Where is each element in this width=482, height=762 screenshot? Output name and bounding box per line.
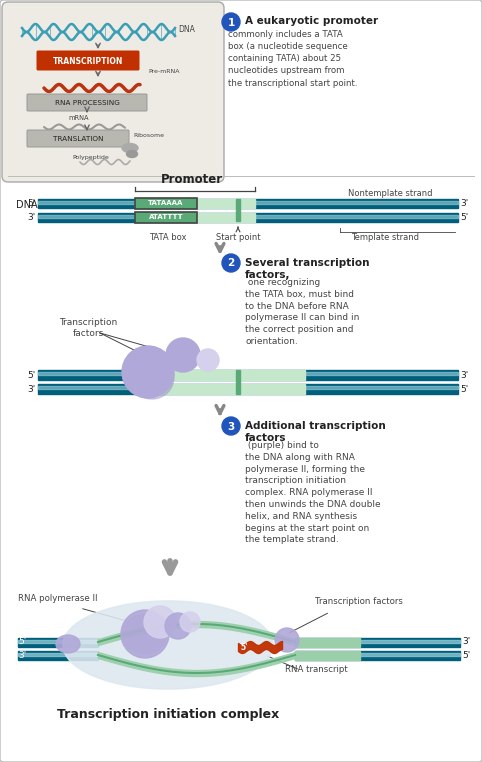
Text: Several transcription
factors,: Several transcription factors, (245, 258, 370, 280)
Circle shape (222, 417, 240, 435)
Text: 5': 5' (460, 213, 468, 223)
Circle shape (275, 628, 299, 652)
Text: 5': 5' (240, 643, 247, 652)
Bar (135, 370, 305, 380)
Text: 1: 1 (228, 18, 235, 27)
Text: TRANSCRIPTION: TRANSCRIPTION (53, 56, 123, 66)
Bar (295, 638, 360, 647)
Circle shape (165, 613, 191, 639)
Text: DNA: DNA (16, 200, 38, 210)
Bar (38, 213, 458, 222)
Ellipse shape (56, 635, 80, 653)
Text: 3': 3' (460, 200, 468, 209)
Bar (135, 384, 305, 394)
Text: Additional transcription
factors: Additional transcription factors (245, 421, 386, 443)
Ellipse shape (130, 355, 174, 399)
Text: Nontemplate strand: Nontemplate strand (348, 189, 432, 198)
Circle shape (144, 606, 176, 638)
Bar (295, 638, 460, 647)
Text: TRANSLATION: TRANSLATION (53, 136, 103, 142)
Text: 5': 5' (28, 370, 36, 379)
Text: ATATTTT: ATATTTT (148, 214, 183, 220)
Bar (38, 370, 458, 380)
Text: mRNA: mRNA (68, 115, 89, 121)
Text: 5': 5' (462, 651, 470, 659)
Bar (135, 199, 255, 208)
Text: 3': 3' (28, 385, 36, 393)
Bar (295, 640, 460, 643)
Ellipse shape (122, 143, 138, 152)
FancyBboxPatch shape (37, 50, 139, 71)
Text: TATAAAA: TATAAAA (148, 200, 184, 206)
Bar (18, 638, 98, 647)
FancyBboxPatch shape (135, 212, 197, 223)
Bar (38, 215, 458, 218)
Text: 5': 5' (28, 200, 36, 209)
Bar (38, 386, 458, 389)
Text: Start point: Start point (216, 233, 260, 242)
Text: Transcription initiation complex: Transcription initiation complex (57, 708, 279, 721)
Text: 5': 5' (18, 638, 26, 646)
FancyBboxPatch shape (135, 198, 197, 209)
Circle shape (122, 346, 174, 398)
Circle shape (222, 254, 240, 272)
Bar (236, 199, 240, 221)
Text: (purple) bind to
the DNA along with RNA
polymerase II, forming the
transcription: (purple) bind to the DNA along with RNA … (245, 441, 381, 544)
Text: A eukaryotic promoter: A eukaryotic promoter (245, 16, 378, 26)
Bar (295, 651, 360, 660)
Text: one recognizing
the TATA box, must bind
to the DNA before RNA
polymerase II can : one recognizing the TATA box, must bind … (245, 278, 360, 346)
Text: 3: 3 (228, 421, 235, 431)
Bar (295, 653, 460, 656)
Circle shape (121, 610, 169, 658)
Text: 3': 3' (460, 370, 468, 379)
Text: 2: 2 (228, 258, 235, 268)
Text: 5': 5' (460, 385, 468, 393)
Bar (18, 640, 98, 643)
Ellipse shape (123, 614, 167, 654)
Ellipse shape (63, 601, 273, 689)
Text: RNA transcript: RNA transcript (285, 665, 348, 674)
Bar (18, 651, 98, 660)
Bar (38, 372, 458, 375)
Text: 3': 3' (462, 638, 470, 646)
Bar (135, 213, 255, 222)
Text: DNA: DNA (178, 24, 195, 34)
Text: Transcription factors: Transcription factors (315, 597, 403, 606)
Circle shape (222, 13, 240, 31)
Text: Pre-mRNA: Pre-mRNA (148, 69, 179, 74)
Text: RNA polymerase II: RNA polymerase II (18, 594, 97, 603)
Text: Promoter: Promoter (161, 173, 223, 186)
Circle shape (197, 349, 219, 371)
Ellipse shape (126, 151, 137, 158)
Text: Template strand: Template strand (351, 233, 419, 242)
Circle shape (166, 338, 200, 372)
Circle shape (180, 612, 200, 632)
Text: RNA PROCESSING: RNA PROCESSING (54, 100, 120, 106)
Bar (18, 653, 98, 656)
FancyBboxPatch shape (27, 94, 147, 111)
Bar (38, 384, 458, 394)
Text: Polypeptide: Polypeptide (72, 155, 109, 160)
Bar (295, 651, 460, 660)
Bar (38, 199, 458, 208)
Text: TATA box: TATA box (149, 233, 187, 242)
Text: Transcription
factors: Transcription factors (59, 318, 117, 338)
FancyBboxPatch shape (27, 130, 129, 147)
FancyBboxPatch shape (2, 2, 224, 182)
Bar (236, 370, 240, 394)
Text: commonly includes a TATA
box (a nucleotide sequence
containing TATA) about 25
nu: commonly includes a TATA box (a nucleoti… (228, 30, 358, 88)
Text: 3': 3' (18, 651, 26, 659)
Text: 3': 3' (28, 213, 36, 223)
Bar (38, 201, 458, 204)
Text: Ribosome: Ribosome (133, 133, 164, 138)
